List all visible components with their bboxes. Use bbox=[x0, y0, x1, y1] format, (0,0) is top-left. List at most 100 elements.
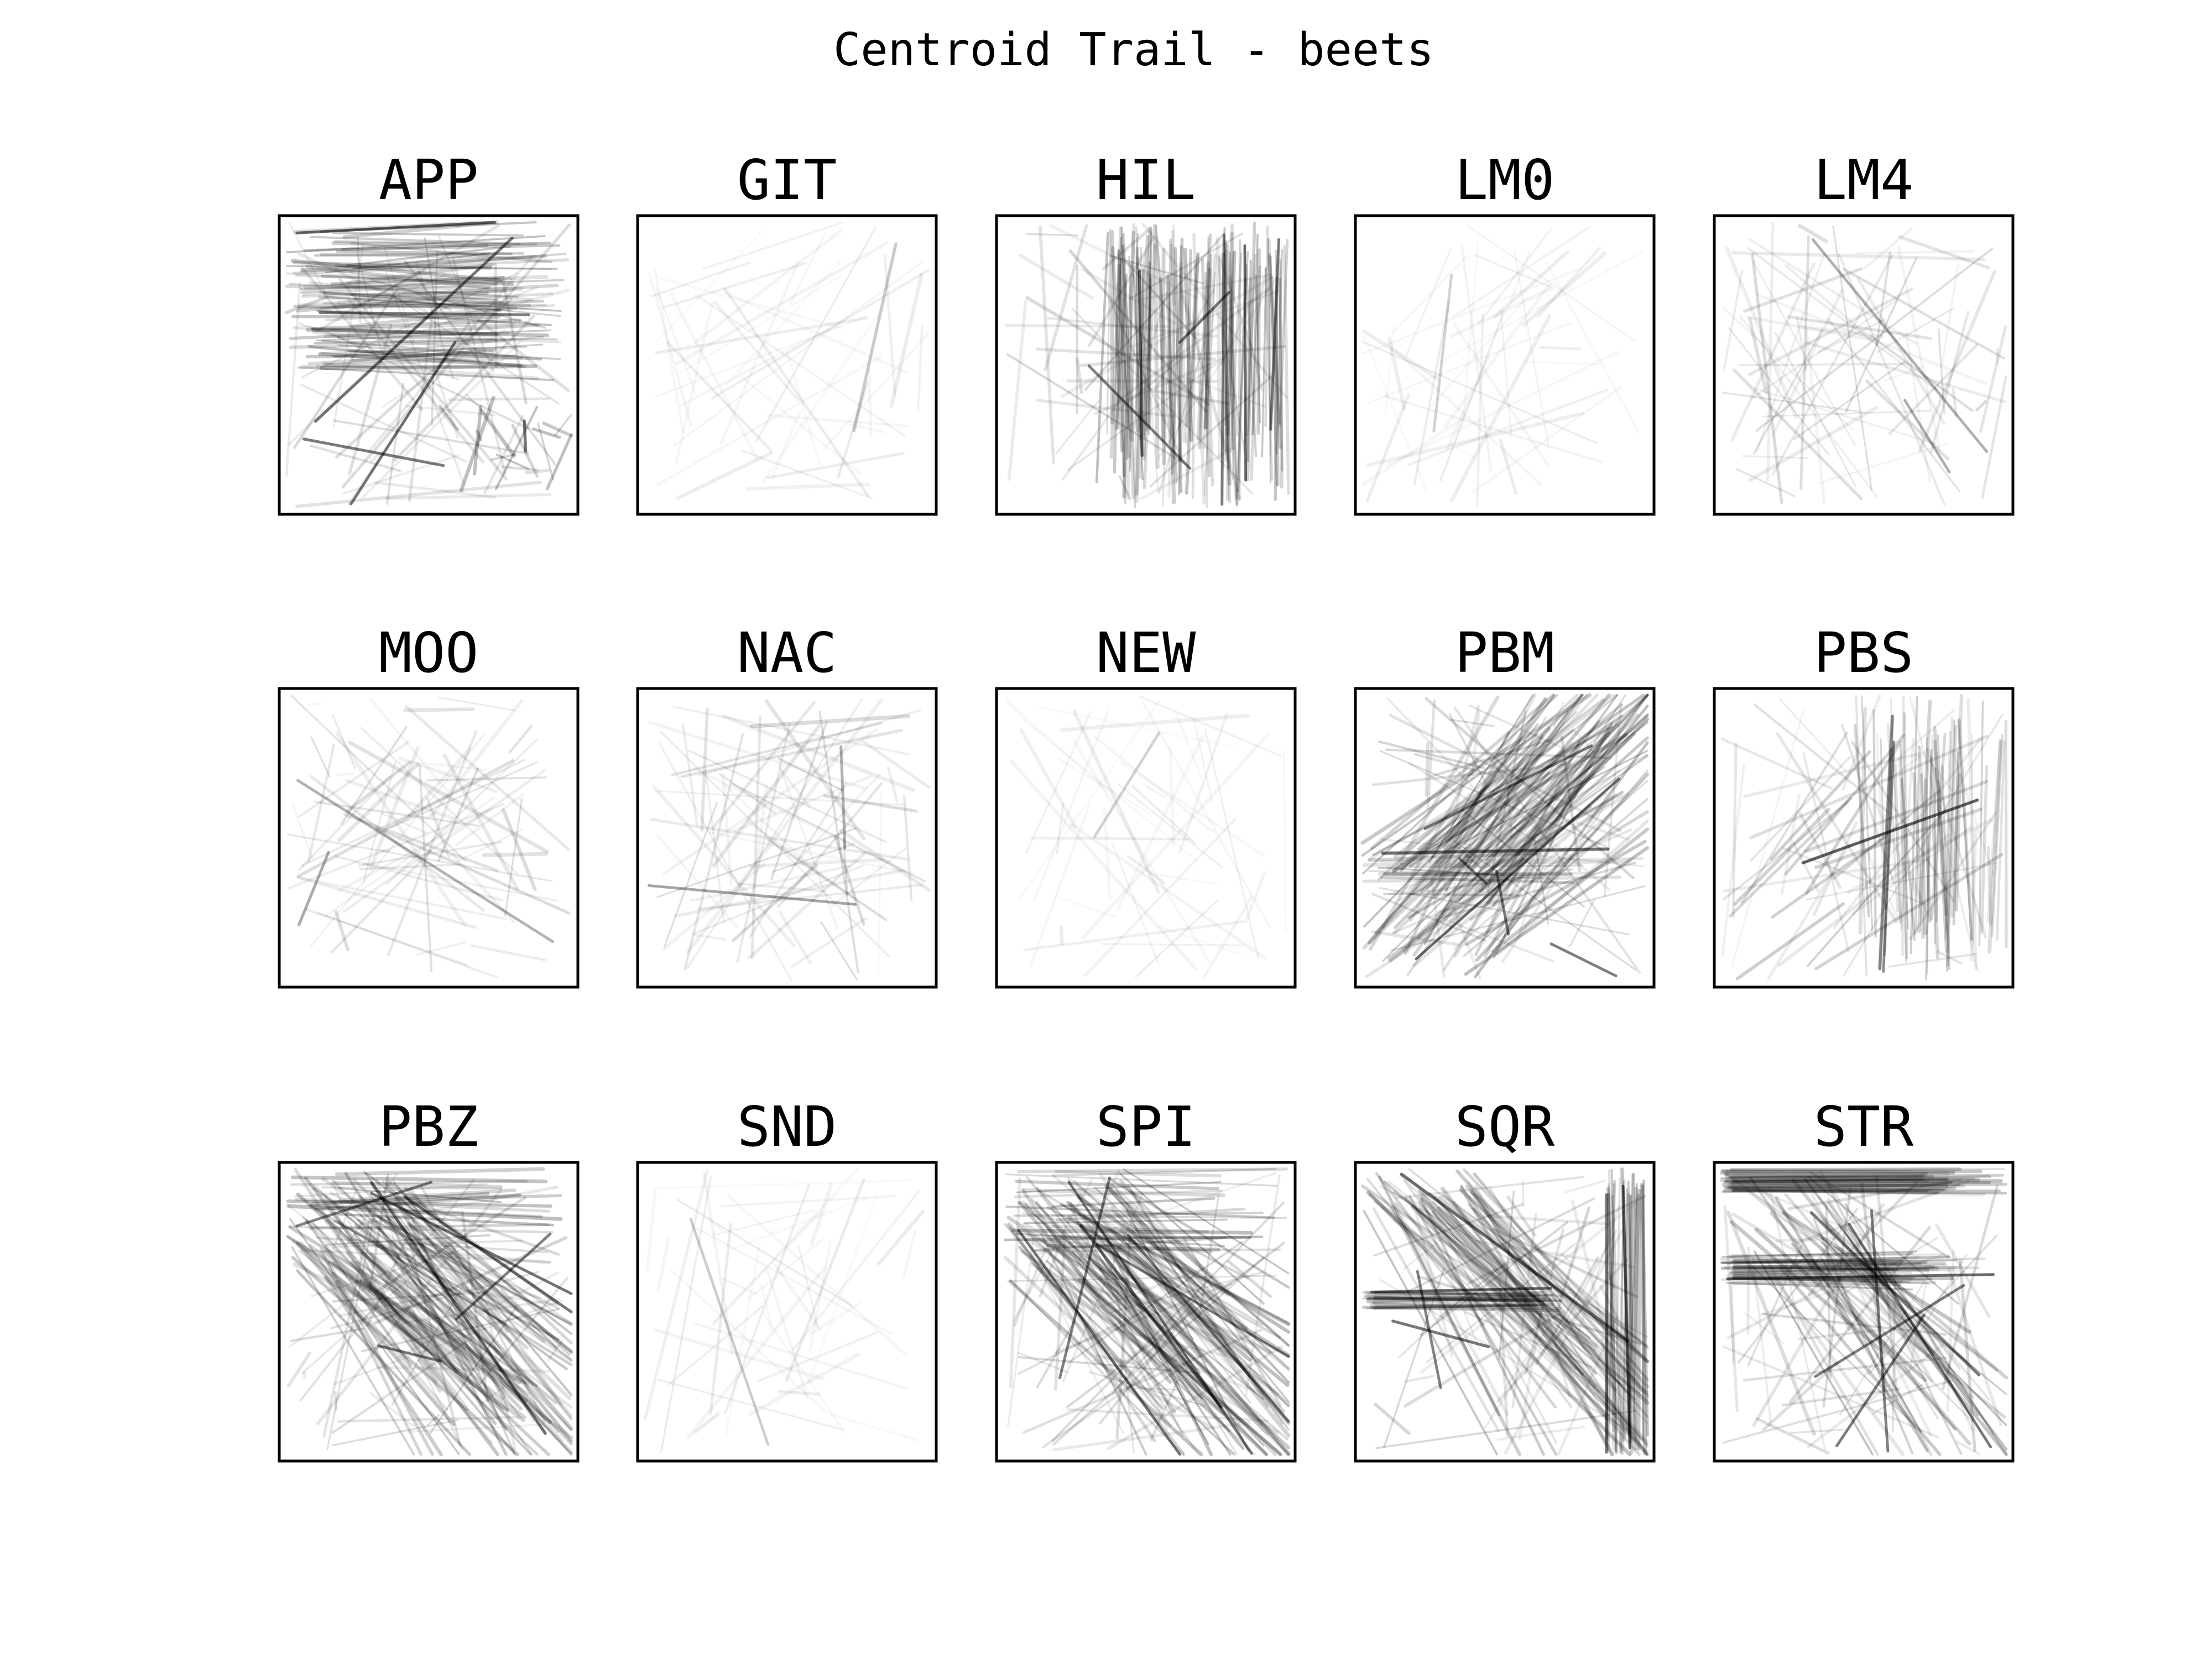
trail-segment bbox=[289, 1218, 460, 1455]
trail-segment bbox=[299, 1178, 475, 1402]
trail-segment bbox=[1867, 1234, 1998, 1375]
trail-segment bbox=[348, 324, 393, 475]
trail-segment bbox=[1036, 399, 1176, 418]
trail-segment bbox=[445, 288, 570, 324]
trail-segment bbox=[1726, 1211, 1816, 1436]
trail-segment bbox=[1564, 1180, 1606, 1193]
trail-segment bbox=[1076, 1169, 1120, 1266]
trail-segment bbox=[1883, 365, 1925, 382]
trail-segment bbox=[333, 1194, 562, 1204]
trail-segment bbox=[1448, 791, 1608, 922]
trail-segment bbox=[358, 1213, 494, 1397]
trail-segment bbox=[1244, 244, 1247, 482]
trail-segment bbox=[1245, 1174, 1281, 1396]
trail-lines bbox=[1721, 693, 2008, 980]
trail-segment bbox=[1051, 1225, 1209, 1233]
trail-segment bbox=[697, 884, 923, 910]
trail-segment bbox=[357, 256, 382, 352]
trail-segment bbox=[1878, 714, 1894, 971]
trail-segment bbox=[1986, 846, 1992, 926]
trail-segment bbox=[1860, 695, 1874, 931]
trail-segment bbox=[1150, 397, 1159, 492]
trail-segment bbox=[1496, 1258, 1629, 1402]
trail-segment bbox=[1760, 1253, 1945, 1316]
trail-segment bbox=[332, 1419, 458, 1447]
trail-segment bbox=[1371, 893, 1487, 942]
trail-segment bbox=[376, 1178, 427, 1356]
trail-segment bbox=[1118, 249, 1130, 429]
trail-segment bbox=[1721, 391, 1864, 414]
trail-segment bbox=[1506, 1195, 1536, 1237]
trail-segment bbox=[1726, 1183, 1960, 1190]
panel-frame bbox=[278, 687, 580, 989]
trail-segment bbox=[1937, 734, 1948, 931]
trail-segment bbox=[285, 281, 301, 477]
trail-segment bbox=[322, 291, 507, 306]
trail-segment bbox=[1747, 1244, 1803, 1366]
trail-segment bbox=[1178, 291, 1231, 344]
trail-segment bbox=[1054, 1282, 1233, 1354]
trail-segment bbox=[1926, 748, 1987, 939]
trail-segment bbox=[1121, 244, 1128, 460]
trail-segment bbox=[1126, 1202, 1290, 1403]
trail-segment bbox=[1383, 1180, 1623, 1387]
trail-segment bbox=[314, 800, 480, 827]
trail-segment bbox=[1730, 1260, 1947, 1265]
trail-segment bbox=[1377, 867, 1496, 876]
trail-segment bbox=[660, 731, 890, 957]
trail-segment bbox=[1015, 1233, 1225, 1247]
trail-segment bbox=[1801, 798, 1980, 865]
trail-segment bbox=[1966, 698, 1978, 970]
trail-segment bbox=[1797, 224, 1828, 243]
trail-segment bbox=[351, 1260, 499, 1457]
trail-segment bbox=[1361, 341, 1598, 445]
trail-segment bbox=[823, 794, 918, 813]
trail-segment bbox=[1024, 1203, 1204, 1400]
trail-segment bbox=[1435, 703, 1623, 864]
trail-segment bbox=[452, 256, 507, 474]
trail-segment bbox=[1431, 718, 1648, 874]
trail-segment bbox=[1362, 875, 1621, 883]
trail-segment bbox=[321, 329, 551, 342]
trail-segment bbox=[1074, 1236, 1270, 1436]
trail-segment bbox=[310, 1244, 479, 1297]
trail-segment bbox=[1119, 1227, 1291, 1438]
trail-segment bbox=[1371, 930, 1459, 946]
trail-segment bbox=[1093, 1359, 1215, 1430]
trail-segment bbox=[1870, 1209, 1890, 1453]
trail-segment bbox=[325, 1244, 493, 1445]
trail-segment bbox=[1088, 1371, 1206, 1407]
trail-segment bbox=[1121, 233, 1135, 500]
trail-segment bbox=[1471, 723, 1619, 855]
trail-segment bbox=[1522, 251, 1607, 327]
trail-segment bbox=[326, 1207, 377, 1451]
trail-segment bbox=[1005, 1205, 1275, 1219]
trail-segment bbox=[1067, 1215, 1291, 1357]
trail-segment bbox=[1449, 314, 1552, 502]
trail-segment bbox=[1571, 1199, 1633, 1443]
trail-segment bbox=[1455, 1169, 1650, 1389]
trail-segment bbox=[418, 1359, 463, 1450]
trail-segment bbox=[1171, 245, 1183, 475]
trail-segment bbox=[1117, 236, 1123, 429]
trail-segment bbox=[675, 241, 889, 366]
panel-title: SQR bbox=[1455, 1094, 1555, 1159]
trail-segment bbox=[1030, 1198, 1262, 1427]
trail-segment bbox=[286, 1235, 446, 1366]
panel-frame bbox=[278, 214, 580, 516]
trail-segment bbox=[1362, 1287, 1540, 1294]
trail-segment bbox=[298, 851, 330, 926]
trail-segment bbox=[721, 773, 733, 886]
trail-segment bbox=[1181, 1317, 1269, 1406]
trail-segment bbox=[1196, 261, 1211, 441]
trail-segment bbox=[1362, 844, 1472, 950]
trail-segment bbox=[1021, 1200, 1280, 1396]
trail-segment bbox=[1441, 800, 1545, 916]
trail-segment bbox=[1419, 1202, 1637, 1374]
trail-segment bbox=[1730, 1220, 1886, 1355]
trail-segment bbox=[305, 264, 491, 290]
trail-segment bbox=[1731, 709, 1804, 967]
trail-segment bbox=[1448, 713, 1487, 785]
trail-segment bbox=[1235, 251, 1249, 500]
trail-segment bbox=[1439, 310, 1505, 482]
